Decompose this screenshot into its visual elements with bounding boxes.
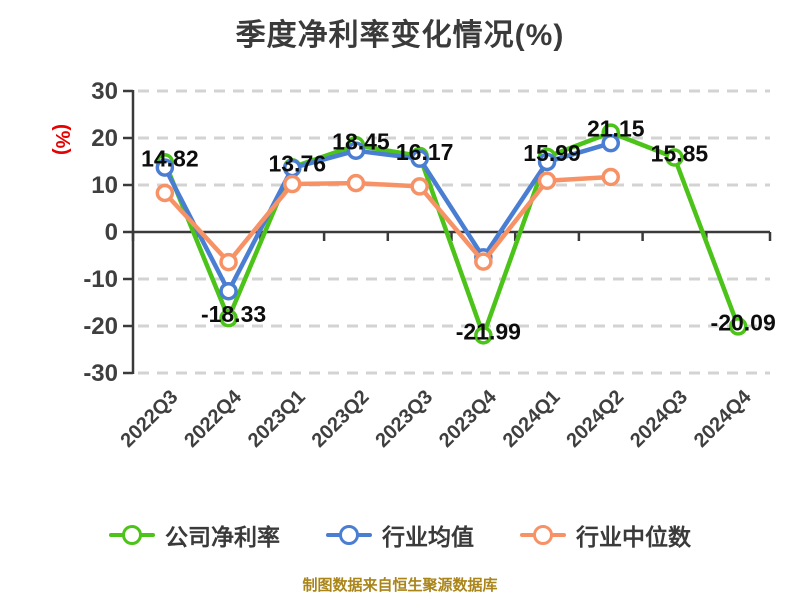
y-tick-label: -30 bbox=[83, 360, 118, 387]
data-label: -21.99 bbox=[456, 318, 521, 344]
data-point-industry-average bbox=[410, 149, 429, 168]
data-point-company-net-margin bbox=[219, 308, 238, 328]
legend: 公司净利率 行业均值 行业中位数 bbox=[0, 518, 800, 552]
data-label: 13.76 bbox=[268, 150, 326, 176]
data-label: 14.82 bbox=[141, 145, 199, 171]
data-label: 16.17 bbox=[396, 139, 454, 165]
legend-label-industry-average: 行业均值 bbox=[382, 524, 474, 550]
x-category-label: 2023Q1 bbox=[244, 386, 310, 452]
data-point-industry-median bbox=[155, 183, 175, 203]
legend-marker-industry-median-icon bbox=[520, 523, 566, 547]
y-tick-label: -10 bbox=[83, 266, 118, 293]
data-label: -20.09 bbox=[711, 309, 776, 335]
x-category-label: 2023Q2 bbox=[308, 386, 374, 452]
data-point-industry-average bbox=[346, 141, 366, 160]
data-point-industry-median bbox=[410, 177, 429, 196]
x-category-label: 2024Q1 bbox=[499, 386, 565, 452]
data-point-industry-median bbox=[219, 252, 238, 272]
data-label: 15.85 bbox=[651, 141, 709, 167]
legend-item-industry-median[interactable]: 行业中位数 bbox=[520, 518, 691, 552]
data-point-company-net-margin bbox=[728, 317, 748, 336]
legend-item-industry-average[interactable]: 行业均值 bbox=[326, 518, 474, 552]
x-category-label: 2024Q3 bbox=[626, 386, 692, 452]
y-tick-label: 0 bbox=[105, 219, 118, 246]
legend-marker-industry-average-icon bbox=[326, 523, 372, 547]
legend-label-industry-median: 行业中位数 bbox=[576, 524, 691, 550]
x-category-label: 2023Q3 bbox=[371, 386, 437, 452]
series-line-industry-median bbox=[162, 174, 613, 265]
data-point-industry-median bbox=[346, 173, 366, 193]
x-category-label: 2023Q4 bbox=[435, 385, 502, 452]
data-point-industry-median bbox=[474, 252, 493, 271]
data-point-industry-median bbox=[537, 171, 557, 191]
chart-title: 季度净利率变化情况(%) bbox=[235, 19, 565, 52]
data-point-industry-average bbox=[601, 133, 620, 153]
legend-item-company-net-margin[interactable]: 公司净利率 bbox=[109, 518, 280, 552]
x-category-label: 2022Q4 bbox=[180, 385, 247, 452]
data-point-industry-median bbox=[601, 167, 620, 187]
x-category-label: 2022Q3 bbox=[117, 386, 183, 452]
data-point-industry-average bbox=[155, 158, 175, 177]
data-point-company-net-margin bbox=[665, 148, 684, 167]
data-label: -18.33 bbox=[201, 301, 266, 327]
data-point-company-net-margin bbox=[474, 326, 493, 345]
data-point-industry-median bbox=[283, 174, 302, 194]
y-tick-label: 30 bbox=[91, 78, 118, 105]
legend-label-company: 公司净利率 bbox=[165, 524, 280, 550]
data-label: 21.15 bbox=[587, 116, 645, 142]
footer-credit: 制图数据来自恒生聚源数据库 bbox=[302, 577, 498, 594]
series-line-industry-average bbox=[162, 140, 613, 294]
line-chart-canvas: 30 20 10 0 -10 -20 -302022Q32022Q42023Q12023Q2… bbox=[83, 78, 776, 452]
series-line-company-net-margin bbox=[162, 130, 741, 338]
x-category-label: 2024Q2 bbox=[562, 386, 628, 452]
y-tick-label: 10 bbox=[91, 172, 118, 199]
y-tick-label: 20 bbox=[91, 125, 118, 152]
data-point-industry-average bbox=[537, 152, 557, 172]
data-label: 15.99 bbox=[523, 140, 581, 166]
x-category-label: 2024Q4 bbox=[690, 385, 757, 452]
legend-marker-company-icon bbox=[109, 523, 155, 547]
data-point-industry-average bbox=[219, 281, 238, 301]
y-tick-label: -20 bbox=[83, 313, 118, 340]
data-label: 18.45 bbox=[332, 128, 390, 154]
